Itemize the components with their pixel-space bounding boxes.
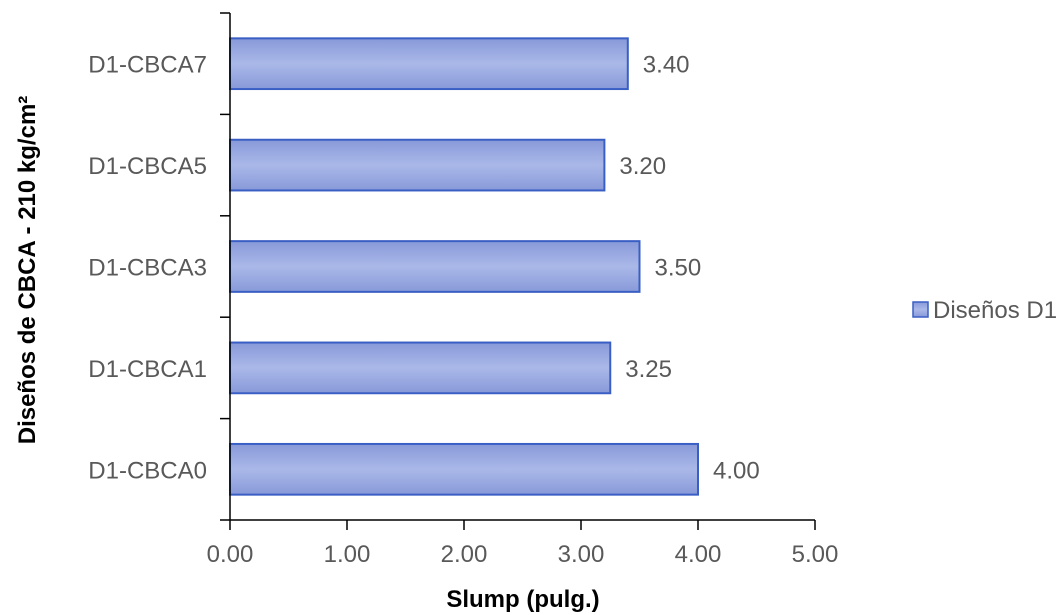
legend-label: Diseños D1 [933,297,1057,324]
x-axis-title: Slump (pulg.) [446,586,599,613]
bar [229,37,629,91]
x-tick-label: 5.00 [792,541,839,568]
axes [220,12,816,530]
y-tick-label: D1-CBCA7 [88,52,207,79]
x-tick-label: 0.00 [207,541,254,568]
bar [229,341,612,395]
data-labels: 3.40 3.20 3.50 3.25 4.00 [619,52,759,485]
data-label: 3.25 [625,356,672,383]
bar-group [229,37,699,496]
bar [229,138,606,192]
y-tick-label: D1-CBCA5 [88,153,207,180]
x-tick-labels: 0.00 1.00 2.00 3.00 4.00 5.00 [207,541,839,568]
y-tick-label: D1-CBCA3 [88,255,207,282]
bar [229,442,699,496]
data-label: 3.40 [643,52,690,79]
data-label: 3.20 [619,153,666,180]
y-tick-label: D1-CBCA1 [88,356,207,383]
x-tick-label: 2.00 [441,541,488,568]
y-tick-label: D1-CBCA0 [88,457,207,484]
legend: Diseños D1 [912,297,1057,324]
x-tick-label: 1.00 [324,541,371,568]
x-tick-label: 4.00 [675,541,722,568]
data-label: 4.00 [713,457,760,484]
data-label: 3.50 [655,255,702,282]
legend-swatch [912,301,929,318]
y-tick-labels: D1-CBCA7 D1-CBCA5 D1-CBCA3 D1-CBCA1 D1-CBCA0 [88,52,207,485]
x-tick-label: 3.00 [558,541,605,568]
y-axis-title: Diseños de CBCA - 210 kg/cm² [14,96,41,445]
bar [229,240,641,293]
